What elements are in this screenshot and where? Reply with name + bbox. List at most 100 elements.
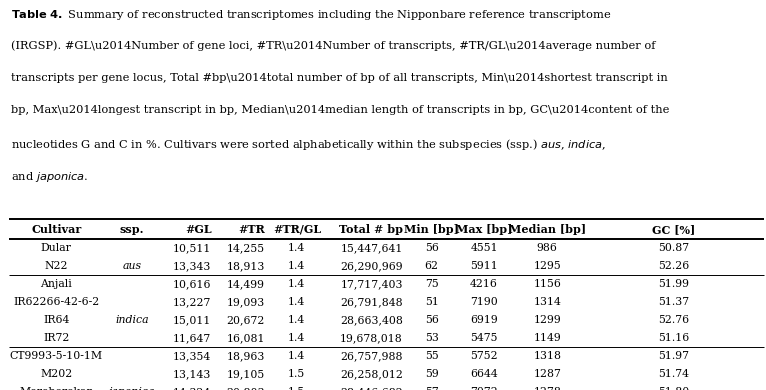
Text: 13,343: 13,343 [173,261,211,271]
Text: 52.26: 52.26 [659,261,689,271]
Text: ssp.: ssp. [120,224,144,235]
Text: 75: 75 [425,279,438,289]
Text: 26,757,988: 26,757,988 [340,351,403,361]
Text: 1.5: 1.5 [288,387,306,390]
Text: nucleotides G and C in %. Cultivars were sorted alphabetically within the subspe: nucleotides G and C in %. Cultivars were… [11,137,606,152]
Text: 1.4: 1.4 [288,297,306,307]
Text: (IRGSP). #GL\u2014Number of gene loci, #TR\u2014Number of transcripts, #TR/GL\u2: (IRGSP). #GL\u2014Number of gene loci, #… [11,40,655,51]
Text: 15,447,641: 15,447,641 [341,243,403,254]
Text: 1.4: 1.4 [288,243,306,254]
Text: 5475: 5475 [470,333,498,343]
Text: 1295: 1295 [533,261,561,271]
Text: 986: 986 [537,243,558,254]
Text: 51: 51 [424,297,439,307]
Text: IR72: IR72 [43,333,70,343]
Text: 15,011: 15,011 [173,315,211,325]
Text: 52.76: 52.76 [659,315,689,325]
Text: 4216: 4216 [470,279,498,289]
Text: 56: 56 [424,243,439,254]
Text: 1.4: 1.4 [288,315,306,325]
Text: 18,913: 18,913 [227,261,265,271]
Text: 51.74: 51.74 [659,369,689,379]
Text: IR62266-42-6-2: IR62266-42-6-2 [13,297,100,307]
Text: japonica: japonica [109,387,155,390]
Text: aus: aus [123,261,142,271]
Text: #TR/GL: #TR/GL [273,224,321,235]
Text: $\mathbf{Table\ 4.}$ Summary of reconstructed transcriptomes including the Nippo: $\mathbf{Table\ 4.}$ Summary of reconstr… [11,8,611,22]
Text: 14,255: 14,255 [227,243,265,254]
Text: 19,105: 19,105 [227,369,265,379]
Text: 55: 55 [425,351,438,361]
Text: Total # bp: Total # bp [339,224,403,235]
Text: 1278: 1278 [533,387,561,390]
Text: IR64: IR64 [43,315,70,325]
Text: 1.4: 1.4 [288,261,306,271]
Text: M202: M202 [40,369,73,379]
Text: GC [%]: GC [%] [653,224,696,235]
Text: 51.16: 51.16 [659,333,689,343]
Text: 1156: 1156 [533,279,561,289]
Text: Anjali: Anjali [41,279,72,289]
Text: 1.4: 1.4 [288,333,306,343]
Text: 14,324: 14,324 [173,387,211,390]
Text: 28,663,408: 28,663,408 [340,315,403,325]
Text: N22: N22 [44,261,68,271]
Text: 13,143: 13,143 [173,369,211,379]
Text: 26,290,969: 26,290,969 [340,261,403,271]
Text: 7190: 7190 [470,297,498,307]
Text: 5911: 5911 [470,261,498,271]
Text: 4551: 4551 [470,243,498,254]
Text: bp, Max\u2014longest transcript in bp, Median\u2014median length of transcripts : bp, Max\u2014longest transcript in bp, M… [11,105,669,115]
Text: 13,227: 13,227 [173,297,211,307]
Text: 7072: 7072 [470,387,498,390]
Text: 28,446,682: 28,446,682 [340,387,403,390]
Text: 1149: 1149 [533,333,561,343]
Text: 1299: 1299 [533,315,561,325]
Text: 1287: 1287 [533,369,561,379]
Text: Dular: Dular [41,243,72,254]
Text: 51.37: 51.37 [659,297,689,307]
Text: and $\mathit{japonica}$.: and $\mathit{japonica}$. [11,170,88,184]
Text: 1314: 1314 [533,297,561,307]
Text: 11,647: 11,647 [173,333,211,343]
Text: 57: 57 [425,387,438,390]
Text: Min [bp]: Min [bp] [404,224,459,235]
Text: 26,791,848: 26,791,848 [340,297,403,307]
Text: 6919: 6919 [470,315,498,325]
Text: 51.99: 51.99 [659,279,689,289]
Text: indica: indica [116,315,149,325]
Text: 56: 56 [424,315,439,325]
Text: 26,258,012: 26,258,012 [340,369,403,379]
Text: 1318: 1318 [533,351,561,361]
Text: 20,803: 20,803 [227,387,265,390]
Text: 19,093: 19,093 [227,297,265,307]
Text: 62: 62 [424,261,439,271]
Text: 18,963: 18,963 [227,351,265,361]
Text: 14,499: 14,499 [227,279,265,289]
Text: 1.4: 1.4 [288,351,306,361]
Text: 53: 53 [424,333,439,343]
Text: 20,672: 20,672 [227,315,265,325]
Text: Median [bp]: Median [bp] [509,224,586,235]
Text: CT9993-5-10-1M: CT9993-5-10-1M [10,351,103,361]
Text: Max [bp]: Max [bp] [456,224,512,235]
Text: 1.5: 1.5 [288,369,306,379]
Text: 1.4: 1.4 [288,279,306,289]
Text: Cultivar: Cultivar [31,224,81,235]
Text: #GL: #GL [185,224,211,235]
Text: 51.97: 51.97 [659,351,689,361]
Text: 10,511: 10,511 [173,243,211,254]
Text: 6644: 6644 [470,369,498,379]
Text: 17,717,403: 17,717,403 [340,279,403,289]
Text: 51.80: 51.80 [659,387,689,390]
Text: 16,081: 16,081 [227,333,265,343]
Text: 5752: 5752 [470,351,498,361]
Text: 10,616: 10,616 [173,279,211,289]
Text: 59: 59 [425,369,438,379]
Text: transcripts per gene locus, Total #bp\u2014total number of bp of all transcripts: transcripts per gene locus, Total #bp\u2… [11,73,667,83]
Text: #TR: #TR [238,224,265,235]
Text: 13,354: 13,354 [173,351,211,361]
Text: Moroberekan: Moroberekan [19,387,93,390]
Text: 19,678,018: 19,678,018 [340,333,403,343]
Text: 50.87: 50.87 [659,243,689,254]
